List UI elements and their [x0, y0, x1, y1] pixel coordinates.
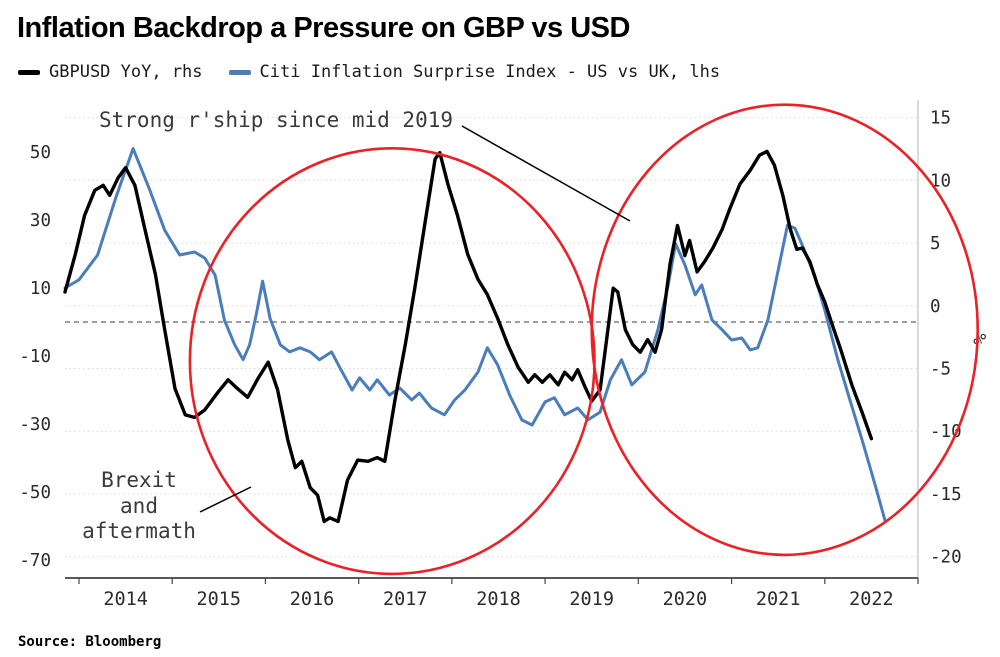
- svg-text:5: 5: [930, 234, 941, 254]
- annotation-ellipse-2: [590, 103, 980, 557]
- annotation-brexit: Brexit and aftermath: [82, 468, 196, 544]
- svg-text:-30: -30: [19, 415, 51, 435]
- source-credit: Source: Bloomberg: [18, 634, 162, 650]
- svg-text:-20: -20: [930, 548, 962, 568]
- legend-label-gbpusd: GBPUSD YoY, rhs: [49, 62, 203, 82]
- svg-text:-70: -70: [19, 551, 51, 571]
- svg-text:2020: 2020: [663, 589, 708, 610]
- svg-text:10: 10: [930, 171, 951, 191]
- svg-text:2022: 2022: [849, 589, 894, 610]
- percent-axis-label: %: [970, 333, 991, 344]
- chart-title: Inflation Backdrop a Pressure on GBP vs …: [17, 12, 630, 44]
- leader-line-brexit: [199, 486, 252, 513]
- legend-item-citi: Citi Inflation Surprise Index - US vs UK…: [228, 62, 721, 82]
- annotation-strong-rship: Strong r'ship since mid 2019: [99, 108, 454, 132]
- x-tick-marks: [78, 578, 919, 584]
- svg-text:50: 50: [30, 143, 51, 163]
- svg-text:30: 30: [30, 211, 51, 231]
- svg-text:2017: 2017: [383, 589, 428, 610]
- x-tick-labels: 2014 2015 2016 2017 2018 2019 2020 2021 2022: [103, 589, 893, 610]
- svg-text:2016: 2016: [290, 589, 335, 610]
- svg-text:-15: -15: [930, 485, 962, 505]
- svg-text:%: %: [970, 333, 991, 344]
- series-citi-line: [63, 147, 887, 524]
- legend-label-citi: Citi Inflation Surprise Index - US vs UK…: [259, 62, 721, 82]
- svg-text:2018: 2018: [476, 589, 521, 610]
- left-tick-labels: 50 30 10 -10 -30 -50 -70: [19, 143, 51, 571]
- svg-text:-10: -10: [19, 347, 51, 367]
- legend: GBPUSD YoY, rhs Citi Inflation Surprise …: [18, 62, 720, 82]
- annotation-ellipse-1: [188, 147, 596, 576]
- svg-text:0: 0: [930, 297, 941, 317]
- svg-text:-5: -5: [930, 359, 951, 379]
- svg-text:2019: 2019: [569, 589, 614, 610]
- svg-text:15: 15: [930, 109, 951, 129]
- axes: [65, 100, 919, 579]
- svg-text:10: 10: [30, 279, 51, 299]
- leader-line-strong: [461, 125, 631, 222]
- legend-swatch-black: [18, 69, 40, 75]
- series-gbpusd-line: [63, 149, 874, 524]
- legend-swatch-blue: [228, 69, 251, 75]
- svg-text:-50: -50: [19, 483, 51, 503]
- svg-text:2021: 2021: [756, 589, 801, 610]
- legend-item-gbpusd: GBPUSD YoY, rhs: [18, 62, 203, 82]
- svg-text:2015: 2015: [197, 589, 242, 610]
- svg-text:2014: 2014: [103, 589, 148, 610]
